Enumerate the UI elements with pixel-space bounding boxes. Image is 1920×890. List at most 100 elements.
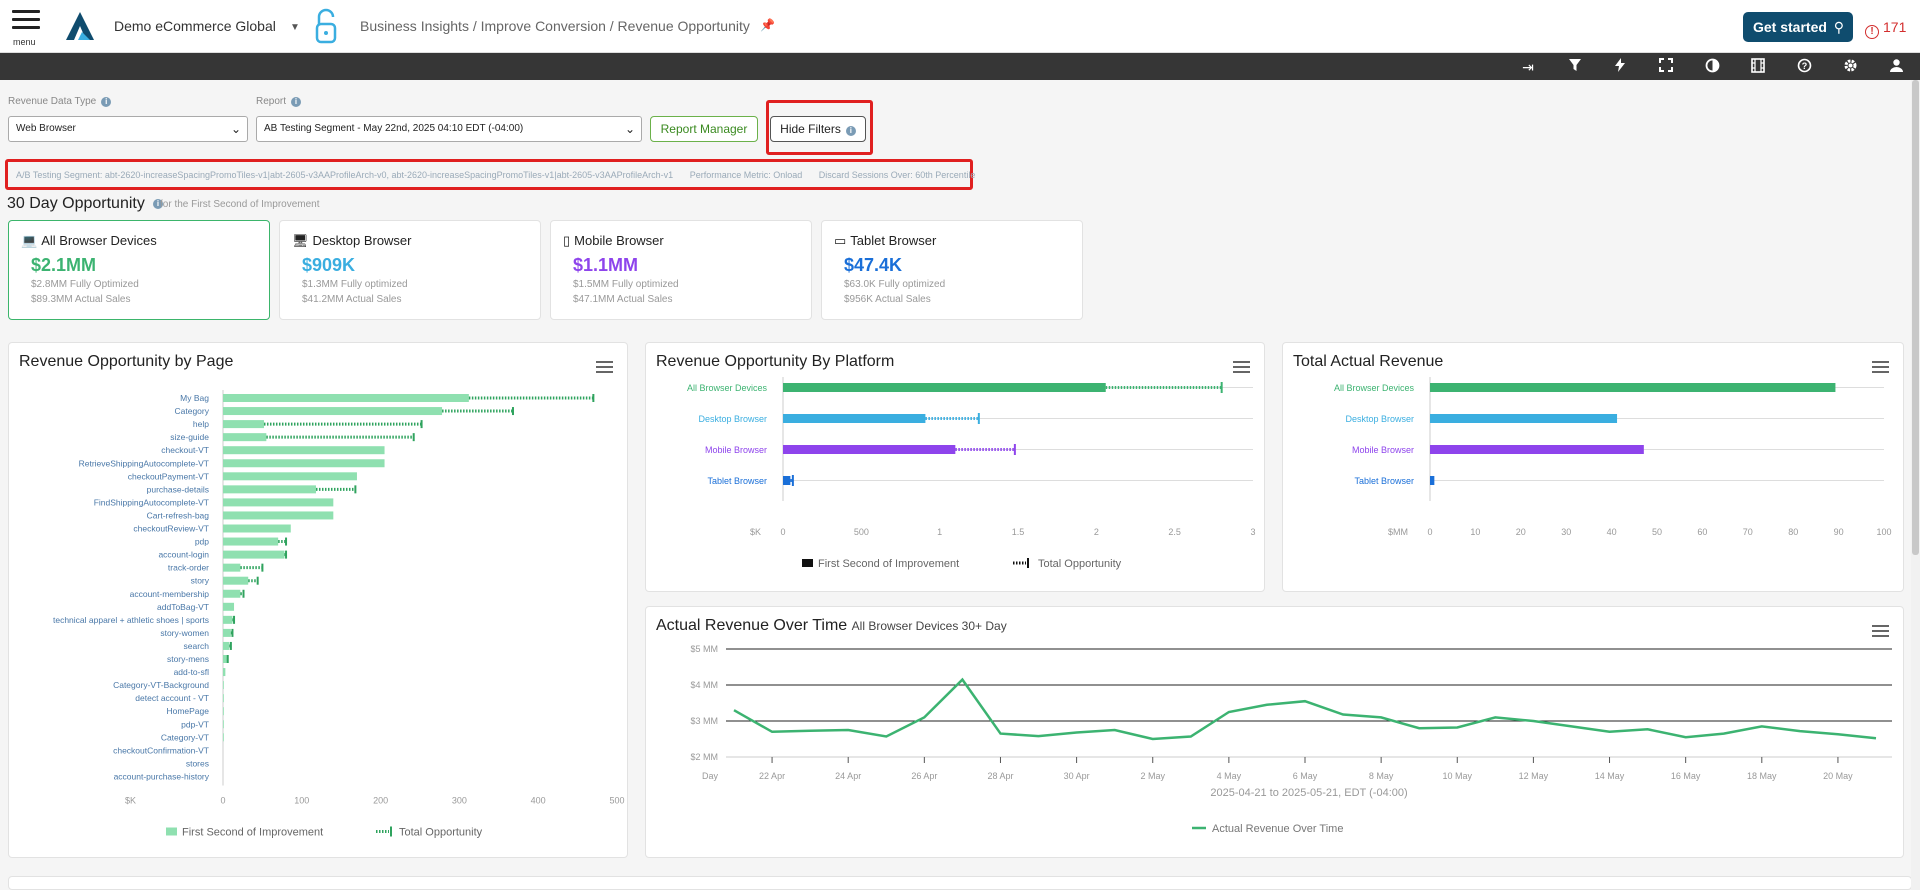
chart-by-platform: All Browser Devices Desktop Browser Mobile… [687,377,1256,570]
card-optimized: $2.8MM Fully Optimized [31,279,139,290]
card-optimized: $1.5MM Fully optimized [573,279,679,290]
tick-label: checkoutPayment-VT [128,471,209,481]
card-optimized: $1.3MM Fully optimized [302,279,408,290]
revenue-data-type-select[interactable]: Web Browser ⌄ [8,116,248,142]
highlight-box [766,100,873,155]
bar-first-second [223,459,385,468]
card-tablet-browser[interactable]: ▭ Tablet Browser $47.4K $63.0K Fully opti… [821,220,1083,320]
tick-label: account-membership [130,589,210,599]
top-bar: menu Demo eCommerce Global ▼ Business In… [0,0,1920,53]
bar-first-second [223,420,264,429]
tick-label: All Browser Devices [687,383,768,393]
tick-label: pdp [195,537,209,547]
discard-text: Discard Sessions Over: 60th Percentile [818,170,976,180]
legend-label: Actual Revenue Over Time [1212,823,1343,835]
user-icon[interactable] [1887,58,1905,76]
fullscreen-icon[interactable] [1657,58,1675,76]
help-icon[interactable]: ? [1795,58,1813,76]
tick-label: Cart-refresh-bag [147,510,210,520]
tick-label: 0 [1427,527,1432,537]
tick-label: Mobile Browser [1352,445,1414,455]
tick-label: 500 [609,796,624,806]
tick-label: 2 [1094,527,1099,537]
get-started-button[interactable]: Get started ⚲ [1743,12,1853,42]
sign-in-icon[interactable]: ⇥ [1522,59,1534,75]
tick-label: $2 MM [690,752,718,762]
chart-menu-icon[interactable] [596,361,613,376]
tick-label: 90 [1834,527,1844,537]
card-actual: $41.2MM Actual Sales [302,294,402,305]
info-icon: i [845,126,856,136]
report-manager-button[interactable]: Report Manager [650,116,758,142]
panel-total-revenue: Total Actual Revenue All Browser Devices… [1282,342,1904,592]
bar [1430,383,1836,392]
card-value: $1.1MM [573,255,639,275]
tick-label: 500 [854,527,869,537]
bottom-panel [8,876,1912,890]
lightning-icon[interactable] [1611,58,1629,76]
tick-label: account-purchase-history [114,771,210,781]
tick-label: 26 Apr [911,771,937,781]
contrast-icon[interactable] [1703,58,1721,76]
tick-label: 70 [1743,527,1753,537]
bar-first-second [223,498,334,507]
bar-first-second [223,511,334,520]
tick-label: detect account - VT [135,693,209,703]
pin-icon[interactable]: 📌 [760,18,775,32]
tick-label: checkoutReview-VT [133,524,209,534]
over-time-subtitle: All Browser Devices 30+ Day [851,619,1007,633]
bar-first-second [223,681,224,690]
over-time-title: Actual Revenue Over Time [656,617,848,634]
tick-label: Tablet Browser [707,476,767,486]
card-all-browser[interactable]: 💻 All Browser Devices $2.1MM $2.8MM Fully… [8,220,270,320]
bar-first-second [223,394,469,402]
unlock-icon[interactable] [312,8,340,51]
chart-menu-icon[interactable] [1872,625,1889,640]
card-value: $909K [302,255,356,275]
segment-text: A/B Testing Segment: abt-2620-increaseSp… [16,170,674,180]
scrollbar-thumb[interactable] [1912,80,1919,555]
bar [1430,445,1644,454]
tick-label: Category-VT [161,732,209,742]
chart-total-revenue: All Browser Devices Desktop Browser Mobile… [1334,377,1892,537]
tick-label: 1 [937,527,942,537]
tick-label: Desktop Browser [698,414,767,424]
bar-first-second [223,524,291,533]
desktop-icon: 🖥 [292,233,309,248]
bar-first-second [223,707,224,716]
opportunity-subtitle: for the First Second of Improvement [160,199,320,210]
tick-label: 30 [1561,527,1571,537]
legend-label: Total Opportunity [399,827,483,839]
org-name[interactable]: Demo eCommerce Global [114,18,276,34]
hide-filters-button[interactable]: Hide Filters i [770,116,866,142]
org-dropdown-icon[interactable]: ▼ [290,22,300,33]
tick-label: 16 May [1671,771,1701,781]
tick-label: 2.5 [1168,527,1181,537]
film-icon[interactable] [1749,58,1767,76]
menu-button[interactable]: menu [12,10,40,47]
tick-label: 20 May [1823,771,1853,781]
panel-title: Total Actual Revenue [1293,353,1444,370]
card-mobile-browser[interactable]: ▯ Mobile Browser $1.1MM $1.5MM Fully opti… [550,220,812,320]
chart-menu-icon[interactable] [1233,361,1250,376]
card-desktop-browser[interactable]: 🖥 Desktop Browser $909K $1.3MM Fully opti… [279,220,541,320]
card-title: Desktop Browser [312,233,412,248]
info-icon[interactable]: i [101,97,112,107]
report-select[interactable]: AB Testing Segment - May 22nd, 2025 04:1… [256,116,642,142]
filter-icon[interactable] [1566,58,1584,76]
chart-menu-icon[interactable] [1872,361,1889,376]
report-label: Report i [256,96,302,107]
bar-first-second [223,589,241,598]
info-icon[interactable]: i [291,97,302,107]
settings-icon[interactable] [1841,58,1859,76]
tick-label: purchase-details [147,484,209,494]
alert-count[interactable]: ! 171 [1865,19,1906,39]
info-icon[interactable]: i [153,199,163,209]
tick-label: FindShippingAutocomplete-VT [94,497,209,507]
brand-logo[interactable] [62,10,98,47]
scrollbar[interactable] [1911,80,1920,890]
bar-first-second [223,628,231,637]
tick-label: $5 MM [690,644,718,654]
panel-by-page: Revenue Opportunity by Page My Bag Catego… [8,342,628,858]
tick-label: checkoutConfirmation-VT [113,745,209,755]
